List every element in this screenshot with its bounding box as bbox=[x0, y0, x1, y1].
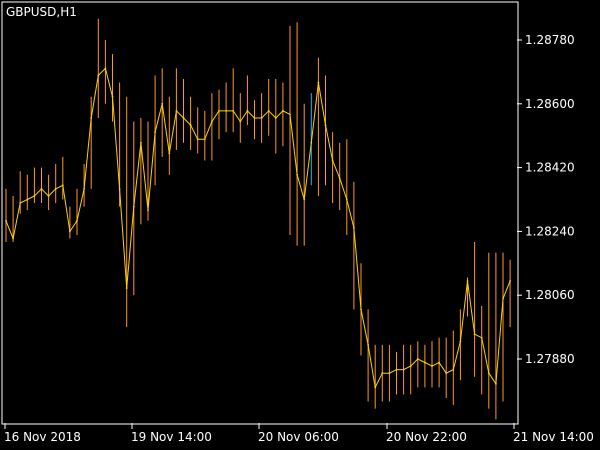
data-point bbox=[267, 109, 270, 112]
data-point bbox=[76, 219, 78, 222]
data-point bbox=[232, 109, 235, 112]
y-tick-label: 1.28600 bbox=[525, 97, 575, 111]
y-tick-label: 1.28240 bbox=[525, 224, 575, 238]
data-point bbox=[239, 120, 242, 123]
x-tick-label: 20 Nov 06:00 bbox=[258, 430, 339, 444]
data-point bbox=[161, 102, 164, 105]
data-point bbox=[388, 372, 391, 375]
data-point bbox=[480, 336, 483, 339]
data-point bbox=[303, 198, 306, 201]
data-point bbox=[402, 368, 405, 371]
data-point bbox=[431, 365, 433, 367]
plot-frame bbox=[1, 1, 519, 425]
data-point bbox=[125, 287, 128, 290]
data-point bbox=[374, 386, 377, 389]
data-point bbox=[487, 372, 490, 375]
data-point bbox=[182, 117, 185, 119]
data-point bbox=[33, 195, 36, 197]
data-point bbox=[253, 117, 256, 119]
data-point bbox=[189, 124, 192, 126]
data-point bbox=[381, 372, 384, 375]
data-point bbox=[353, 226, 355, 229]
data-point bbox=[19, 202, 22, 204]
data-point bbox=[424, 361, 426, 364]
data-point bbox=[473, 333, 476, 336]
y-axis: 1.28780 1.28600 1.28420 1.28240 1.28060 1.278… bbox=[517, 33, 575, 366]
data-point bbox=[132, 205, 135, 208]
data-point bbox=[69, 230, 71, 233]
data-point bbox=[331, 159, 334, 162]
data-point bbox=[246, 109, 249, 112]
chart-title: GBPUSD,H1 bbox=[6, 5, 77, 19]
x-tick-label: 19 Nov 14:00 bbox=[131, 430, 212, 444]
data-point bbox=[83, 187, 85, 190]
data-point bbox=[218, 109, 220, 112]
data-point bbox=[445, 372, 448, 375]
data-point bbox=[459, 340, 462, 343]
data-point bbox=[438, 361, 440, 364]
data-point bbox=[338, 177, 341, 180]
y-tick-label: 1.28780 bbox=[525, 33, 575, 47]
data-point bbox=[147, 209, 149, 212]
data-point bbox=[495, 382, 497, 385]
data-point bbox=[409, 365, 412, 367]
x-tick-label: 20 Nov 22:00 bbox=[386, 430, 467, 444]
data-point bbox=[502, 297, 504, 300]
data-point bbox=[509, 280, 511, 282]
data-point bbox=[54, 187, 57, 190]
data-point bbox=[168, 152, 171, 155]
data-point bbox=[118, 187, 121, 190]
data-point bbox=[310, 141, 313, 144]
data-point bbox=[12, 237, 15, 240]
series-line bbox=[5, 67, 511, 389]
data-point bbox=[26, 198, 29, 201]
data-point bbox=[395, 368, 398, 371]
data-point bbox=[345, 198, 348, 201]
x-axis: 16 Nov 2018 19 Nov 14:00 20 Nov 06:00 20 No… bbox=[4, 423, 594, 444]
data-point bbox=[140, 141, 142, 144]
data-point bbox=[466, 280, 469, 282]
data-point bbox=[61, 184, 64, 187]
y-tick-label: 1.28420 bbox=[525, 161, 575, 175]
x-tick-label: 21 Nov 14:00 bbox=[513, 430, 594, 444]
data-point bbox=[104, 67, 107, 70]
data-point bbox=[154, 131, 157, 134]
data-point bbox=[203, 138, 206, 141]
data-point bbox=[289, 113, 291, 116]
data-point bbox=[324, 124, 327, 126]
data-point bbox=[90, 117, 93, 119]
x-tick-label: 16 Nov 2018 bbox=[4, 430, 81, 444]
data-point bbox=[282, 109, 284, 112]
data-point bbox=[367, 343, 369, 346]
data-point bbox=[452, 368, 455, 371]
data-point bbox=[111, 95, 114, 98]
data-point bbox=[211, 120, 213, 123]
y-tick-label: 1.27880 bbox=[525, 352, 575, 366]
data-point bbox=[196, 138, 199, 141]
data-point bbox=[97, 74, 100, 77]
data-point bbox=[296, 173, 298, 176]
y-tick-label: 1.28060 bbox=[525, 288, 575, 302]
data-point bbox=[317, 81, 320, 84]
data-point bbox=[175, 109, 178, 112]
data-point bbox=[225, 109, 228, 112]
data-point bbox=[274, 117, 277, 119]
data-point bbox=[5, 219, 7, 222]
data-point bbox=[47, 195, 50, 197]
data-point bbox=[260, 117, 263, 119]
whisker-layer bbox=[5, 18, 511, 420]
data-point bbox=[360, 308, 362, 311]
point-layer bbox=[5, 67, 511, 389]
data-point bbox=[416, 358, 419, 360]
data-point bbox=[40, 187, 43, 190]
